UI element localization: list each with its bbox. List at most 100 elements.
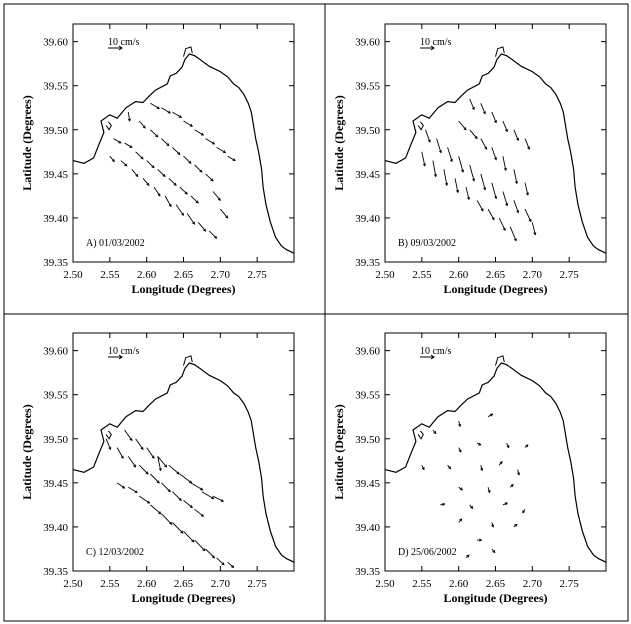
x-axis-label: Longitude (Degrees) [131, 591, 235, 605]
current-vector [432, 160, 437, 177]
current-vector-head [522, 510, 526, 514]
current-vector [447, 147, 453, 162]
y-tick-label: 39.45 [355, 169, 380, 181]
current-vector [120, 160, 128, 167]
scale-label: 10 cm/s [420, 346, 451, 357]
current-vector-head [145, 471, 149, 475]
current-vector-head [494, 157, 497, 161]
y-tick-label: 39.40 [43, 522, 68, 534]
current-vector [524, 138, 530, 150]
current-vector [142, 178, 150, 186]
panel-a: 2.50 2.55 2.60 2.65 2.70 2.75 39.35 39.40 39.45 3… [20, 23, 295, 296]
y-tick-label: 39.55 [355, 390, 380, 402]
current-vector [517, 469, 520, 476]
current-vector [491, 147, 497, 160]
y-tick-label: 39.60 [355, 37, 380, 49]
current-vector-head [422, 163, 426, 167]
current-vector-head [189, 123, 193, 127]
current-vector-head [502, 227, 506, 232]
current-vector [161, 482, 171, 493]
current-vector-head [156, 106, 160, 110]
current-vector-head [491, 217, 495, 221]
y-tick-label: 39.45 [355, 478, 380, 490]
current-vector-head [169, 521, 173, 525]
current-vector [179, 473, 192, 484]
current-vector [436, 138, 442, 153]
current-vector [480, 465, 483, 471]
x-tick-label: 2.70 [211, 578, 231, 590]
current-vector-head [181, 212, 184, 216]
current-vector-head [222, 150, 227, 154]
current-vector-head [490, 413, 494, 417]
y-tick-label: 39.60 [355, 346, 380, 358]
scale-arrow-head [118, 354, 123, 360]
x-tick-label: 2.50 [375, 578, 395, 590]
current-vector-head [220, 499, 225, 502]
current-vector [498, 217, 506, 231]
current-vector-head [155, 134, 159, 138]
current-vector-head [527, 146, 530, 150]
current-vector-head [178, 115, 183, 118]
current-vector [502, 156, 507, 171]
current-vector-head [470, 505, 474, 510]
y-axis-label: Latitude (Degrees) [332, 404, 346, 499]
current-vector-head [124, 163, 128, 167]
current-vector [487, 413, 493, 418]
current-vector [105, 438, 112, 450]
coastline-detail [105, 121, 112, 131]
current-vector [168, 177, 177, 186]
current-vector-head [177, 151, 181, 156]
current-vector-head [494, 120, 497, 124]
current-vector [205, 138, 215, 145]
current-vector [194, 539, 206, 552]
scale-arrow-head [118, 45, 123, 51]
current-vector-head [142, 125, 146, 129]
current-vector-head [427, 139, 431, 143]
current-vector-head [108, 446, 112, 451]
current-vector-head [444, 182, 449, 187]
coastline-detail [105, 430, 112, 440]
plot-area-frame [72, 23, 295, 263]
current-vector [531, 222, 536, 235]
scale-arrow-head [430, 45, 435, 51]
current-vector [172, 491, 182, 501]
y-tick-label: 39.45 [43, 478, 68, 490]
current-vector-head [178, 497, 182, 502]
current-vector-head [192, 221, 195, 225]
panel-grid-frame [3, 3, 629, 622]
current-vector-head [492, 549, 496, 554]
current-vector [487, 487, 491, 493]
current-vector-head [528, 218, 532, 223]
current-vector-head [471, 106, 475, 111]
current-vector-head [166, 143, 170, 147]
current-vector-head [421, 467, 425, 471]
y-axis-label: Latitude (Degrees) [20, 95, 34, 190]
y-tick-label: 39.50 [43, 125, 68, 137]
current-vector-head [189, 505, 193, 509]
current-vector-head [200, 132, 205, 136]
current-vector-head [503, 167, 507, 172]
current-vector [524, 208, 532, 222]
current-vector [469, 129, 478, 139]
current-vector-head [184, 191, 188, 195]
current-vector [509, 226, 517, 241]
current-vector-head [140, 156, 144, 160]
coastline [384, 53, 607, 254]
current-vector-head [514, 523, 518, 527]
current-vector-head [134, 490, 138, 493]
current-vector [487, 208, 495, 220]
x-tick-label: 2.75 [248, 578, 268, 590]
outer-border [3, 3, 629, 622]
coastline [72, 53, 295, 254]
current-vector-head [167, 110, 171, 114]
current-vector [157, 456, 167, 468]
current-vector [116, 447, 124, 459]
x-tick-label: 2.50 [63, 269, 83, 281]
y-tick-label: 39.35 [43, 566, 68, 578]
current-vector [465, 186, 470, 200]
current-vector-head [533, 232, 537, 236]
coastline-detail [183, 355, 193, 366]
current-vector [150, 129, 159, 138]
y-tick-label: 39.35 [355, 566, 380, 578]
